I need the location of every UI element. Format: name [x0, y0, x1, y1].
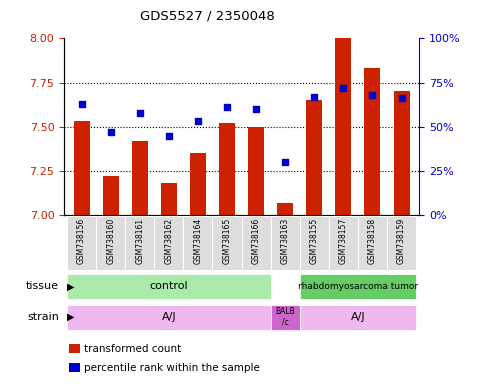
Text: GSM738160: GSM738160 — [106, 218, 115, 264]
Text: GSM738165: GSM738165 — [222, 218, 232, 264]
FancyBboxPatch shape — [154, 215, 183, 270]
FancyBboxPatch shape — [212, 215, 242, 270]
Point — [136, 109, 143, 116]
Text: GSM738159: GSM738159 — [397, 218, 406, 264]
Text: ▶: ▶ — [67, 281, 74, 291]
FancyBboxPatch shape — [183, 215, 212, 270]
FancyBboxPatch shape — [300, 305, 416, 329]
FancyBboxPatch shape — [271, 215, 300, 270]
Bar — [132, 141, 148, 215]
Point — [165, 132, 173, 139]
Text: GSM738156: GSM738156 — [77, 218, 86, 264]
Text: transformed count: transformed count — [84, 344, 181, 354]
Point — [282, 159, 289, 165]
FancyBboxPatch shape — [300, 274, 416, 299]
FancyBboxPatch shape — [67, 274, 271, 299]
Text: GSM738158: GSM738158 — [368, 218, 377, 264]
Text: GSM738161: GSM738161 — [135, 218, 144, 264]
FancyBboxPatch shape — [300, 215, 329, 270]
Text: GSM738166: GSM738166 — [251, 218, 261, 264]
Point — [311, 94, 318, 100]
Point — [106, 129, 114, 135]
Text: GSM738155: GSM738155 — [310, 218, 319, 264]
FancyBboxPatch shape — [96, 215, 125, 270]
Text: strain: strain — [27, 312, 59, 322]
Bar — [190, 153, 206, 215]
Text: A/J: A/J — [351, 312, 365, 322]
Bar — [364, 68, 381, 215]
Bar — [161, 183, 177, 215]
Text: GSM738157: GSM738157 — [339, 218, 348, 264]
Bar — [393, 91, 410, 215]
Text: rhabdomyosarcoma tumor: rhabdomyosarcoma tumor — [298, 282, 418, 291]
FancyBboxPatch shape — [271, 305, 300, 329]
Text: GSM738164: GSM738164 — [193, 218, 203, 264]
FancyBboxPatch shape — [242, 215, 271, 270]
FancyBboxPatch shape — [125, 215, 154, 270]
Text: percentile rank within the sample: percentile rank within the sample — [84, 363, 260, 373]
Text: GDS5527 / 2350048: GDS5527 / 2350048 — [140, 10, 275, 23]
Point — [252, 106, 260, 112]
Text: tissue: tissue — [26, 281, 59, 291]
FancyBboxPatch shape — [358, 215, 387, 270]
Text: GSM738163: GSM738163 — [281, 218, 290, 264]
Text: control: control — [149, 281, 188, 291]
Bar — [248, 127, 264, 215]
FancyBboxPatch shape — [67, 305, 271, 329]
Point — [398, 95, 406, 101]
Point — [194, 118, 202, 124]
Point — [223, 104, 231, 110]
Text: GSM738162: GSM738162 — [164, 218, 174, 264]
Point — [369, 92, 377, 98]
Text: BALB
/c: BALB /c — [275, 308, 295, 327]
Bar — [277, 203, 293, 215]
FancyBboxPatch shape — [67, 215, 96, 270]
FancyBboxPatch shape — [329, 215, 358, 270]
Point — [77, 101, 85, 107]
Point — [340, 85, 348, 91]
Text: A/J: A/J — [162, 312, 176, 322]
Bar — [73, 121, 90, 215]
Text: ▶: ▶ — [67, 312, 74, 322]
Bar — [306, 100, 322, 215]
FancyBboxPatch shape — [387, 215, 416, 270]
Bar — [103, 176, 119, 215]
Bar — [219, 123, 235, 215]
Bar — [335, 38, 352, 215]
